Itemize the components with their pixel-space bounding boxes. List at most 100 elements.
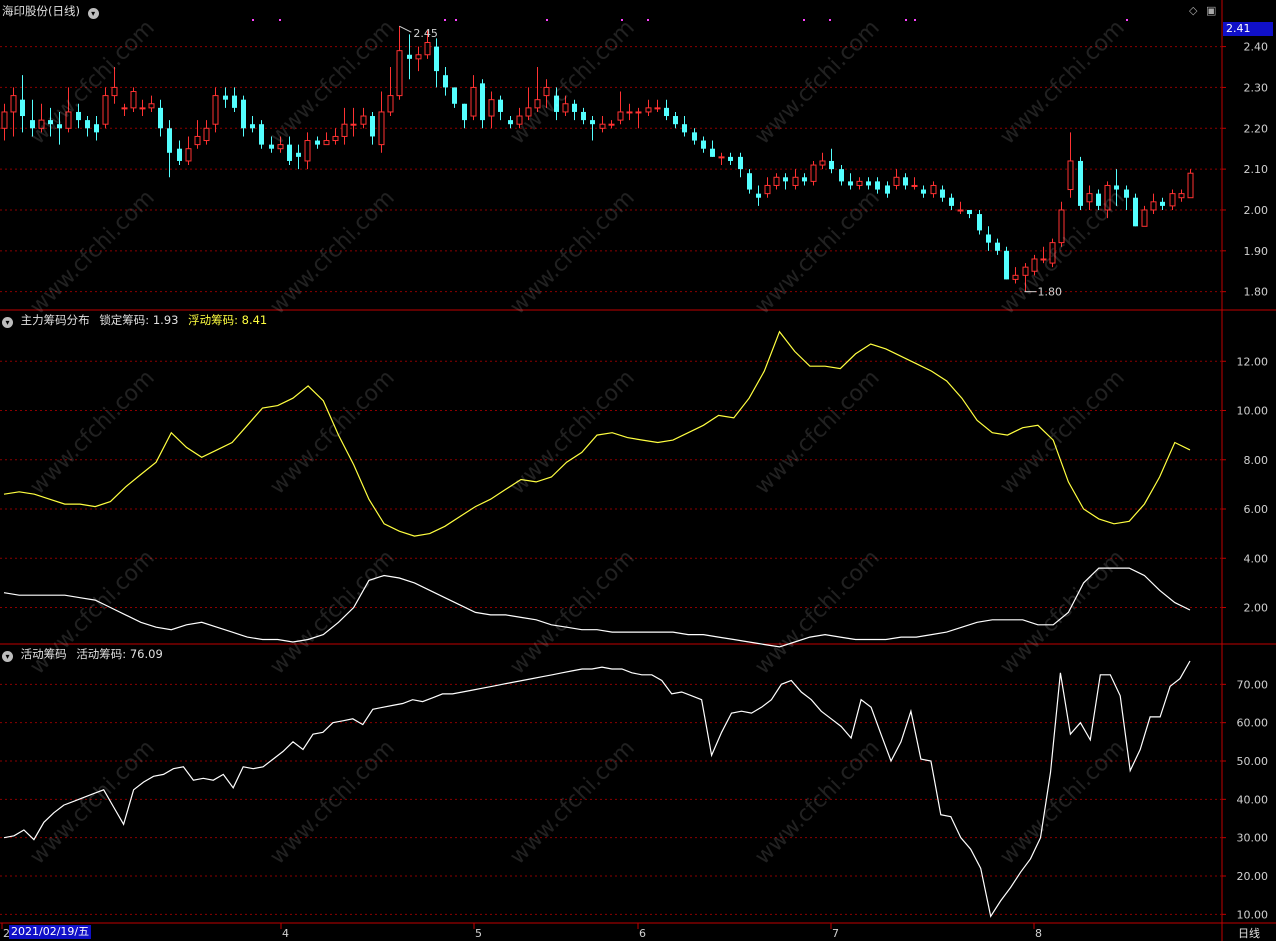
candle-body — [1049, 242, 1056, 264]
candle-body — [480, 83, 485, 121]
candle-body — [543, 86, 550, 97]
candle-body — [783, 177, 788, 182]
candle-body — [710, 148, 715, 157]
candle-body — [20, 99, 25, 117]
y-tick-label: 2.40 — [1244, 41, 1269, 54]
y-tick-label: 1.90 — [1244, 245, 1269, 258]
candle-body — [94, 124, 99, 133]
candle-body — [332, 135, 339, 142]
signal-dot — [621, 19, 623, 21]
candle-body — [350, 123, 357, 126]
chevron-down-icon[interactable]: ▾ — [2, 317, 13, 328]
period-label[interactable]: 日线 — [1238, 927, 1260, 940]
candle-body — [921, 189, 926, 194]
float-chip-key: 浮动筹码: — [188, 313, 238, 327]
candle-body — [682, 124, 687, 133]
candle-body — [38, 119, 45, 129]
candle-body — [967, 209, 972, 215]
y-tick-label: 10.00 — [1237, 405, 1269, 418]
candle-body — [360, 115, 367, 125]
cursor-date-label: 2021/02/19/五 — [9, 925, 92, 939]
candle-body — [30, 120, 35, 129]
chevron-down-icon[interactable]: ▾ — [87, 8, 99, 19]
y-tick-label: 10.00 — [1237, 908, 1269, 921]
candle-body — [177, 148, 182, 161]
window-icon[interactable]: ▣ — [1206, 4, 1217, 17]
float-chip-line — [3, 330, 1191, 537]
x-tick-label: 7 — [832, 927, 839, 940]
signal-dot — [546, 19, 548, 21]
candle-body — [130, 91, 137, 109]
y-tick-label: 1.80 — [1244, 286, 1269, 299]
y-tick-label: 60.00 — [1237, 717, 1269, 730]
candle-body — [957, 209, 964, 212]
candle-body — [323, 140, 330, 146]
candle-body — [1096, 193, 1101, 206]
chevron-down-icon[interactable]: ▾ — [2, 651, 13, 662]
candle-body — [296, 152, 301, 157]
candle-body — [608, 123, 615, 126]
signal-dot — [803, 19, 805, 21]
candle-body — [1, 111, 8, 129]
float-chip-value: 8.41 — [241, 313, 268, 327]
signal-dot — [444, 19, 446, 21]
y-tick-label: 8.00 — [1244, 454, 1269, 467]
candle-body — [212, 95, 219, 125]
y-tick-label: 12.00 — [1237, 355, 1269, 368]
candle-body — [635, 111, 642, 114]
candle-body — [829, 160, 834, 170]
candle-body — [572, 103, 577, 112]
candle-body — [508, 120, 513, 125]
candle-body — [1114, 185, 1119, 190]
candle-body — [1086, 193, 1093, 203]
y-tick-label: 2.00 — [1244, 204, 1269, 217]
y-tick-label: 30.00 — [1237, 832, 1269, 845]
candle-body — [315, 140, 320, 145]
candle-body — [1022, 266, 1029, 276]
candle-body — [57, 124, 62, 129]
high-pointer — [399, 25, 412, 33]
candle-body — [1124, 189, 1129, 198]
candle-body — [1067, 160, 1074, 191]
candle-body — [498, 99, 503, 112]
y-tick-label: 50.00 — [1237, 755, 1269, 768]
candle-body — [617, 111, 624, 121]
candle-body — [810, 164, 817, 182]
candle-body — [839, 169, 844, 182]
candle-body — [738, 156, 743, 170]
x-tick-label: 6 — [639, 927, 646, 940]
active-chip-key: 活动筹码: — [76, 647, 127, 661]
candle-body — [194, 135, 201, 146]
candle-body — [1133, 197, 1138, 227]
candle-body — [581, 111, 586, 121]
candle-body — [525, 107, 532, 117]
candle-body — [819, 160, 826, 166]
high-label: 2.45 — [413, 27, 438, 40]
active-chip-line — [3, 660, 1191, 918]
current-price-tag: 2.41 — [1223, 22, 1273, 36]
candle-body — [692, 132, 697, 141]
candle-body — [995, 242, 1000, 251]
candle-body — [773, 176, 780, 186]
candle-body — [415, 54, 422, 60]
x-tick-label: 4 — [282, 927, 289, 940]
candle-body — [764, 184, 771, 195]
candle-body — [223, 95, 228, 100]
y-tick-label: 40.00 — [1237, 793, 1269, 806]
main-chart-header: 海印股份(日线) ▾ — [2, 4, 103, 19]
candle-body — [856, 180, 863, 186]
signal-dot — [647, 19, 649, 21]
candle-body — [470, 86, 477, 117]
candle-body — [85, 120, 90, 129]
candle-body — [534, 99, 541, 109]
candle-body — [756, 193, 761, 198]
y-tick-label: 4.00 — [1244, 552, 1269, 565]
diamond-icon[interactable]: ◇ — [1189, 4, 1198, 17]
candle-body — [378, 111, 385, 146]
candle-body — [341, 123, 348, 137]
chip-indicator-name: 主力筹码分布 — [20, 313, 90, 327]
candle-body — [875, 181, 880, 190]
candle-body — [488, 99, 495, 117]
signal-dot — [455, 19, 457, 21]
candle-body — [65, 111, 72, 129]
